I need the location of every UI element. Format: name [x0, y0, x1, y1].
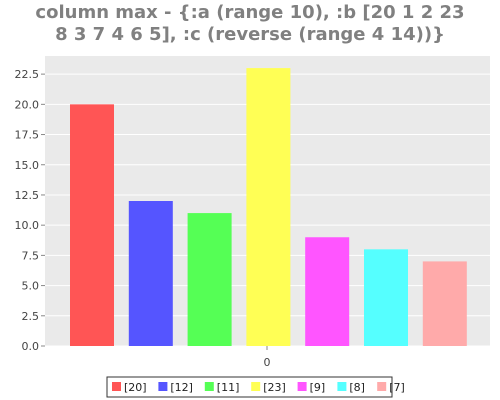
bar-6 [364, 249, 408, 346]
bar-1 [70, 104, 114, 346]
x-tick-label: 0 [264, 356, 271, 369]
y-tick-label: 12.5 [15, 189, 40, 202]
y-axis: 0.0 2.5 5.0 7.5 10.0 12.5 15.0 17.5 20.0 22.5 [15, 68, 45, 353]
chart-title-line-2: 8 3 7 4 6 5], :c (reverse (range 4 14))} [55, 24, 445, 45]
legend-box [106, 376, 393, 398]
y-tick-label: 15.0 [15, 159, 40, 172]
y-tick-label: 17.5 [15, 129, 40, 142]
chart-title: column max - {:a (range 10), :b [20 1 2 … [0, 2, 500, 46]
y-tick-label: 2.5 [22, 310, 40, 323]
y-tick-label: 0.0 [22, 340, 40, 353]
legend-swatch [377, 382, 387, 391]
chart-title-line-1: column max - {:a (range 10), :b [20 1 2 … [35, 2, 465, 23]
legend-swatch [112, 382, 121, 391]
legend-label: [8] [349, 381, 365, 394]
bar-5 [305, 237, 350, 346]
legend-label: [12] [170, 381, 193, 394]
legend-label: [20] [124, 381, 147, 394]
bar-3 [187, 213, 232, 346]
legend-label: [11] [217, 381, 240, 394]
bar-2 [128, 201, 173, 346]
legend-swatch [251, 382, 261, 391]
y-tick-label: 20.0 [15, 98, 40, 111]
legend-label: [9] [310, 381, 326, 394]
y-tick-label: 22.5 [15, 68, 40, 81]
legend-swatch [337, 382, 347, 391]
x-axis: 0 [264, 346, 271, 369]
legend-label: [7] [389, 381, 405, 394]
bars [70, 68, 467, 346]
y-tick-label: 10.0 [15, 219, 40, 232]
y-tick-label: 7.5 [22, 249, 40, 262]
y-tick-label: 5.0 [22, 280, 40, 293]
legend-swatch [158, 382, 168, 391]
legend-label: [23] [263, 381, 286, 394]
bar-7 [422, 261, 467, 346]
legend: [20] [12] [11] [23] [9] [8] [7] [112, 381, 405, 394]
legend-swatch [204, 382, 214, 391]
legend-swatch [297, 382, 307, 391]
bar-4 [246, 68, 291, 346]
